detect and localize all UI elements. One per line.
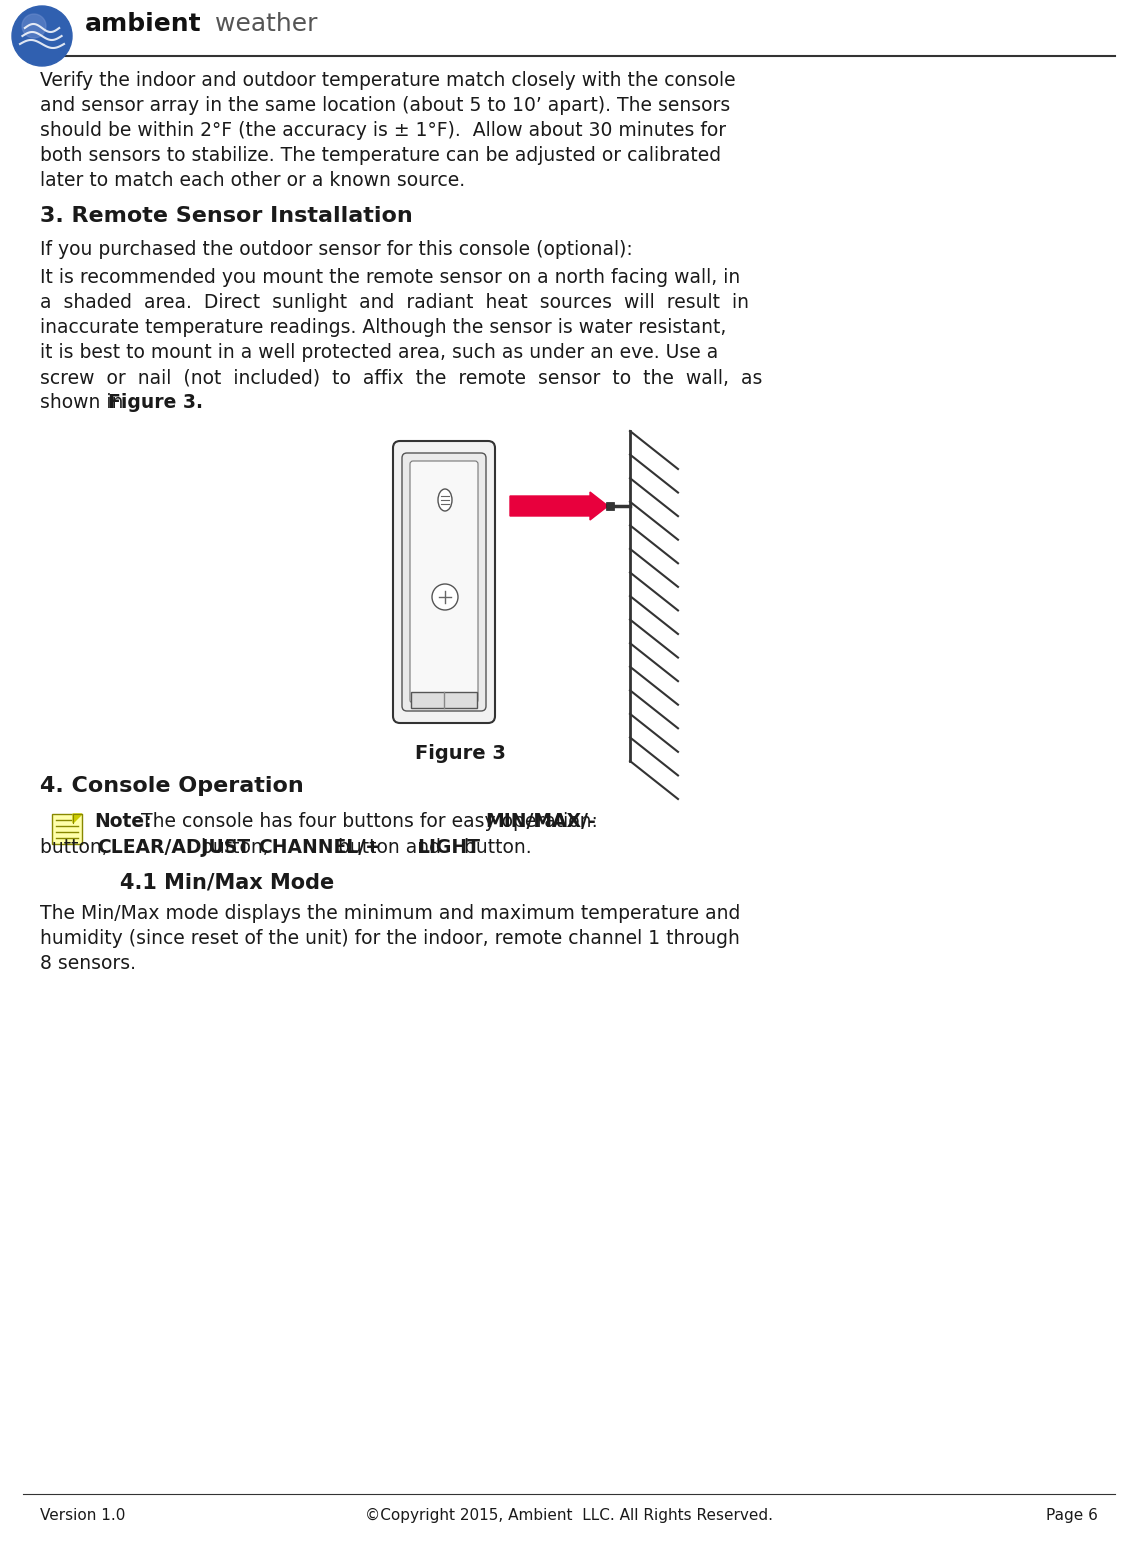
Text: shown in: shown in bbox=[40, 393, 130, 411]
Text: it is best to mount in a well protected area, such as under an eve. Use a: it is best to mount in a well protected … bbox=[40, 343, 718, 362]
Text: screw  or  nail  (not  included)  to  affix  the  remote  sensor  to  the  wall,: screw or nail (not included) to affix th… bbox=[40, 368, 762, 386]
Text: ambient: ambient bbox=[85, 12, 201, 36]
Text: MIN/MAX/-: MIN/MAX/- bbox=[485, 812, 596, 832]
Polygon shape bbox=[73, 815, 82, 822]
Text: The console has four buttons for easy operation:: The console has four buttons for easy op… bbox=[135, 812, 604, 832]
Text: Page 6: Page 6 bbox=[1046, 1507, 1098, 1523]
FancyBboxPatch shape bbox=[393, 441, 495, 724]
Text: 4.1 Min/Max Mode: 4.1 Min/Max Mode bbox=[119, 872, 335, 892]
Text: button.: button. bbox=[457, 838, 531, 856]
Text: button and: button and bbox=[332, 838, 447, 856]
Text: CLEAR/ADJUST: CLEAR/ADJUST bbox=[97, 838, 250, 856]
Text: 3. Remote Sensor Installation: 3. Remote Sensor Installation bbox=[40, 206, 413, 226]
Text: 4. Console Operation: 4. Console Operation bbox=[40, 776, 304, 796]
Circle shape bbox=[13, 6, 72, 66]
Text: weather: weather bbox=[207, 12, 318, 36]
Text: Verify the indoor and outdoor temperature match closely with the console: Verify the indoor and outdoor temperatur… bbox=[40, 71, 735, 90]
Circle shape bbox=[22, 14, 46, 39]
FancyArrow shape bbox=[510, 492, 608, 519]
FancyBboxPatch shape bbox=[410, 461, 478, 703]
Text: should be within 2°F (the accuracy is ± 1°F).  Allow about 30 minutes for: should be within 2°F (the accuracy is ± … bbox=[40, 121, 726, 141]
Text: Version 1.0: Version 1.0 bbox=[40, 1507, 125, 1523]
Text: Figure 3: Figure 3 bbox=[414, 744, 505, 764]
Text: The Min/Max mode displays the minimum and maximum temperature and: The Min/Max mode displays the minimum an… bbox=[40, 904, 741, 923]
Text: CHANNEL/+: CHANNEL/+ bbox=[258, 838, 381, 856]
Text: a  shaded  area.  Direct  sunlight  and  radiant  heat  sources  will  result  i: a shaded area. Direct sunlight and radia… bbox=[40, 294, 749, 312]
Text: If you purchased the outdoor sensor for this console (optional):: If you purchased the outdoor sensor for … bbox=[40, 240, 633, 260]
Text: button,: button, bbox=[40, 838, 114, 856]
Text: later to match each other or a known source.: later to match each other or a known sou… bbox=[40, 172, 465, 190]
Text: Note:: Note: bbox=[94, 812, 151, 832]
Ellipse shape bbox=[438, 489, 452, 512]
Text: both sensors to stabilize. The temperature can be adjusted or calibrated: both sensors to stabilize. The temperatu… bbox=[40, 145, 721, 165]
FancyBboxPatch shape bbox=[402, 453, 486, 711]
Text: humidity (since reset of the unit) for the indoor, remote channel 1 through: humidity (since reset of the unit) for t… bbox=[40, 929, 740, 948]
Bar bbox=[411, 693, 477, 708]
Text: It is recommended you mount the remote sensor on a north facing wall, in: It is recommended you mount the remote s… bbox=[40, 267, 740, 288]
Bar bbox=[607, 502, 615, 510]
Circle shape bbox=[432, 584, 457, 611]
Text: inaccurate temperature readings. Although the sensor is water resistant,: inaccurate temperature readings. Althoug… bbox=[40, 318, 726, 337]
Text: button,: button, bbox=[195, 838, 274, 856]
FancyBboxPatch shape bbox=[52, 815, 82, 844]
Text: Figure 3.: Figure 3. bbox=[108, 393, 203, 411]
Text: LIGHT: LIGHT bbox=[417, 838, 480, 856]
Text: and sensor array in the same location (about 5 to 10’ apart). The sensors: and sensor array in the same location (a… bbox=[40, 96, 731, 114]
Text: 8 sensors.: 8 sensors. bbox=[40, 954, 137, 972]
Text: ©Copyright 2015, Ambient  LLC. All Rights Reserved.: ©Copyright 2015, Ambient LLC. All Rights… bbox=[365, 1507, 773, 1523]
